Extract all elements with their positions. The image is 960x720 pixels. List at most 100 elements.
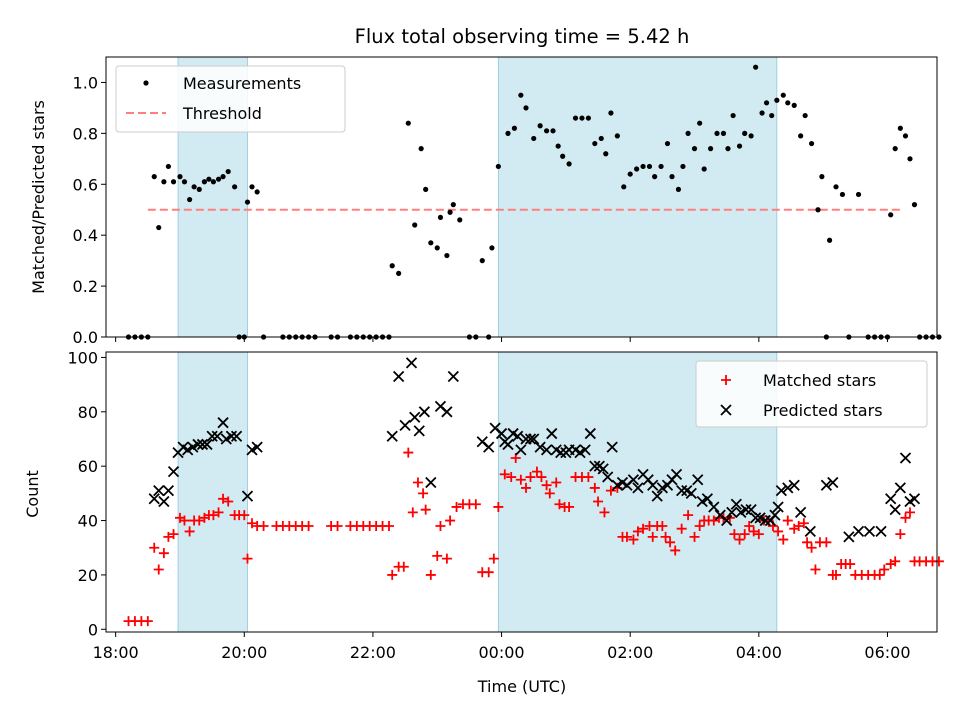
- predicted-star-point: [158, 495, 170, 508]
- measurement-point: [742, 130, 748, 136]
- measurement-point: [911, 202, 918, 208]
- predicted-star-point: [627, 474, 640, 486]
- matched-star-point: [933, 556, 944, 567]
- measurement-point: [437, 214, 444, 220]
- predicted-star-point: [555, 446, 567, 459]
- measurement-point: [566, 161, 572, 167]
- matched-star-point: [213, 507, 224, 518]
- measurement-point: [220, 174, 226, 180]
- measurement-point: [543, 128, 550, 134]
- bottom-axes-frame: [105, 351, 938, 633]
- measurement-point: [181, 179, 188, 185]
- measurement-point: [646, 163, 653, 170]
- measurement-point: [640, 163, 646, 170]
- measurement-point: [225, 168, 231, 175]
- predicted-star-point: [863, 525, 876, 538]
- predicted-star-point: [775, 485, 787, 497]
- measurement-point: [819, 174, 825, 180]
- matched-star-point: [657, 520, 668, 531]
- matched-star-point: [184, 526, 195, 537]
- predicted-star-point: [875, 525, 887, 538]
- measurement-point: [780, 92, 786, 98]
- predicted-star-point: [399, 419, 411, 432]
- matched-star-point: [218, 493, 229, 504]
- matched-star-point: [638, 523, 649, 534]
- matched-star-point: [387, 569, 398, 580]
- measurement-point: [428, 240, 434, 246]
- predicted-star-point: [602, 471, 614, 483]
- matched-star-point: [753, 529, 764, 540]
- matched-star-point: [418, 488, 429, 499]
- legend-label: Threshold: [182, 104, 262, 123]
- predicted-star-point: [546, 427, 558, 440]
- predicted-star-point: [418, 406, 431, 418]
- measurement-point: [531, 135, 537, 142]
- measurement-point: [196, 186, 202, 192]
- predicted-star-point: [447, 370, 459, 383]
- matched-star-point: [499, 469, 510, 480]
- y-tick-label: 0.6: [73, 175, 98, 194]
- matched-star-point: [521, 482, 532, 493]
- matched-star-point: [554, 499, 565, 510]
- predicted-star-point: [495, 427, 508, 440]
- shaded-interval-0: [177, 351, 248, 633]
- measurement-point: [725, 146, 731, 152]
- measurement-point: [798, 133, 804, 139]
- measurement-point: [720, 130, 727, 136]
- measurement-point: [621, 184, 627, 190]
- measurement-point: [839, 191, 846, 198]
- matched-star-point: [583, 472, 594, 483]
- predicted-star-point: [211, 430, 223, 442]
- measurement-point: [669, 174, 675, 180]
- top-y-ticks: 0.0 0.2 0.4 0.6 0.8 1.0: [73, 73, 106, 347]
- matched-star-point: [488, 553, 499, 564]
- predicted-star-point: [804, 525, 816, 538]
- matched-star-point: [729, 529, 740, 540]
- y-tick-label: 20: [78, 566, 98, 585]
- predicted-star-point: [885, 493, 897, 505]
- measurement-point: [210, 179, 217, 185]
- measurement-point: [714, 130, 720, 136]
- matched-star-point: [242, 553, 253, 564]
- bottom-x-ticks: 18:00 20:00 22:00 00:00 02:00 04:00 06:00: [93, 632, 911, 662]
- measurement-point: [550, 128, 556, 134]
- x-tick-label: 22:00: [350, 643, 396, 662]
- predicted-star-point: [393, 370, 405, 383]
- predicted-star-point: [206, 430, 218, 442]
- legend-label: Measurements: [183, 74, 301, 93]
- measurement-point: [685, 130, 691, 136]
- measurement-point: [495, 163, 501, 170]
- predicted-star-point: [899, 452, 912, 464]
- matched-star-point: [831, 569, 842, 580]
- measurement-point: [523, 105, 529, 111]
- measurement-point: [634, 166, 640, 172]
- measurement-point: [769, 112, 775, 119]
- matched-star-point: [412, 477, 423, 488]
- matched-star-point: [793, 520, 804, 531]
- matched-star-point: [451, 501, 462, 512]
- measurement-point: [165, 163, 171, 170]
- measurement-points: [125, 64, 942, 340]
- y-tick-label: 0.4: [73, 226, 98, 245]
- matched-star-point: [599, 507, 610, 518]
- matched-star-point: [593, 496, 604, 507]
- legend-box: [115, 65, 346, 133]
- predicted-star-point: [772, 501, 784, 513]
- measurement-point: [389, 263, 395, 269]
- measurement-point: [680, 163, 686, 170]
- predicted-star-point: [167, 465, 180, 478]
- measurement-point: [479, 258, 485, 264]
- measurement-point: [833, 184, 839, 190]
- matched-star-point: [420, 504, 431, 515]
- measurement-point: [707, 146, 714, 152]
- predicted-star-point: [512, 430, 524, 442]
- measurement-point: [608, 110, 614, 116]
- matched-star-point: [798, 518, 809, 529]
- measurement-point: [505, 130, 511, 136]
- matched-star-point: [676, 523, 687, 534]
- measurement-point: [560, 153, 566, 159]
- matched-star-point: [470, 499, 481, 510]
- matched-star-point: [647, 531, 658, 542]
- top-x-ticks: [115, 337, 888, 342]
